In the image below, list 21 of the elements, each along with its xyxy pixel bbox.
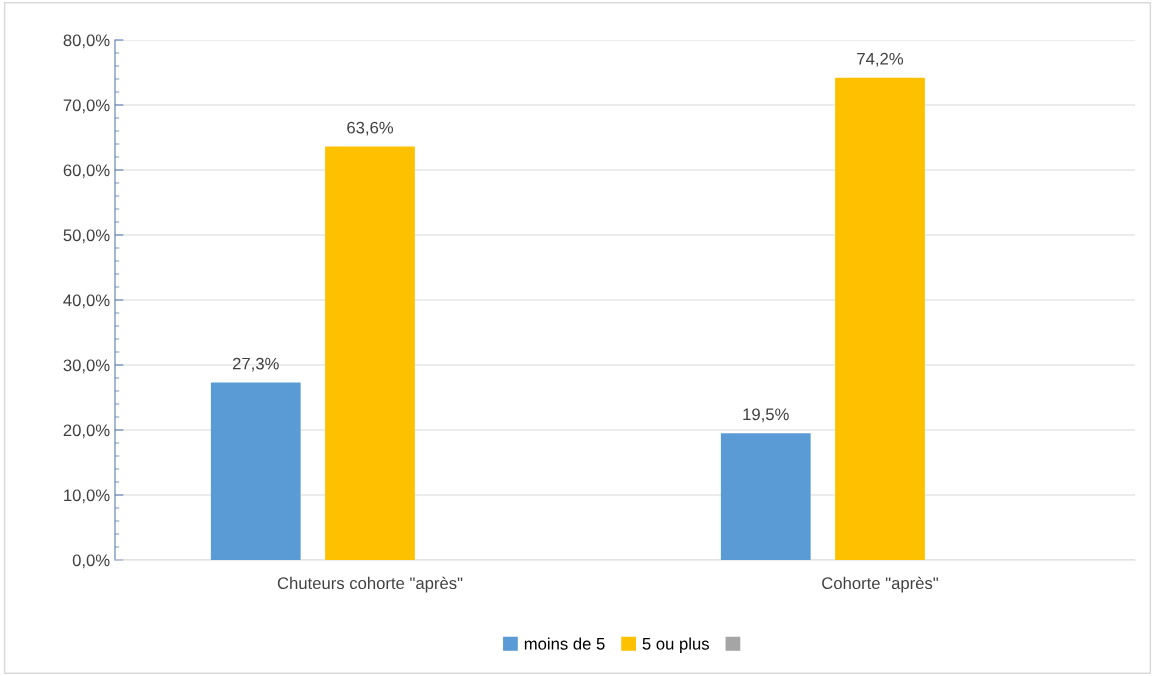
data-label: 27,3% bbox=[232, 357, 279, 372]
y-tick-label: 50,0% bbox=[63, 229, 110, 244]
y-tick-label: 0,0% bbox=[72, 554, 110, 569]
data-label: 74,2% bbox=[857, 52, 904, 67]
x-tick-label: Cohorte "après" bbox=[822, 576, 939, 593]
y-tick-label: 40,0% bbox=[63, 294, 110, 309]
x-tick-label: Chuteurs cohorte "après" bbox=[277, 576, 463, 593]
data-label: 63,6% bbox=[347, 121, 394, 136]
y-tick-label: 20,0% bbox=[63, 424, 110, 439]
y-tick-label: 10,0% bbox=[64, 489, 110, 504]
data-label: 19,5% bbox=[743, 408, 789, 423]
bar bbox=[835, 77, 925, 560]
legend-label: 5 ou plus bbox=[642, 637, 709, 654]
y-tick-label: 60,0% bbox=[63, 164, 110, 179]
y-tick-label: 80,0% bbox=[63, 34, 110, 49]
bar bbox=[210, 382, 301, 560]
bar bbox=[720, 433, 811, 560]
bar bbox=[325, 146, 415, 560]
legend-label: moins de 5 bbox=[524, 637, 605, 650]
y-tick-label: 30,0% bbox=[63, 359, 110, 374]
y-tick-label: 70,0% bbox=[63, 99, 110, 114]
